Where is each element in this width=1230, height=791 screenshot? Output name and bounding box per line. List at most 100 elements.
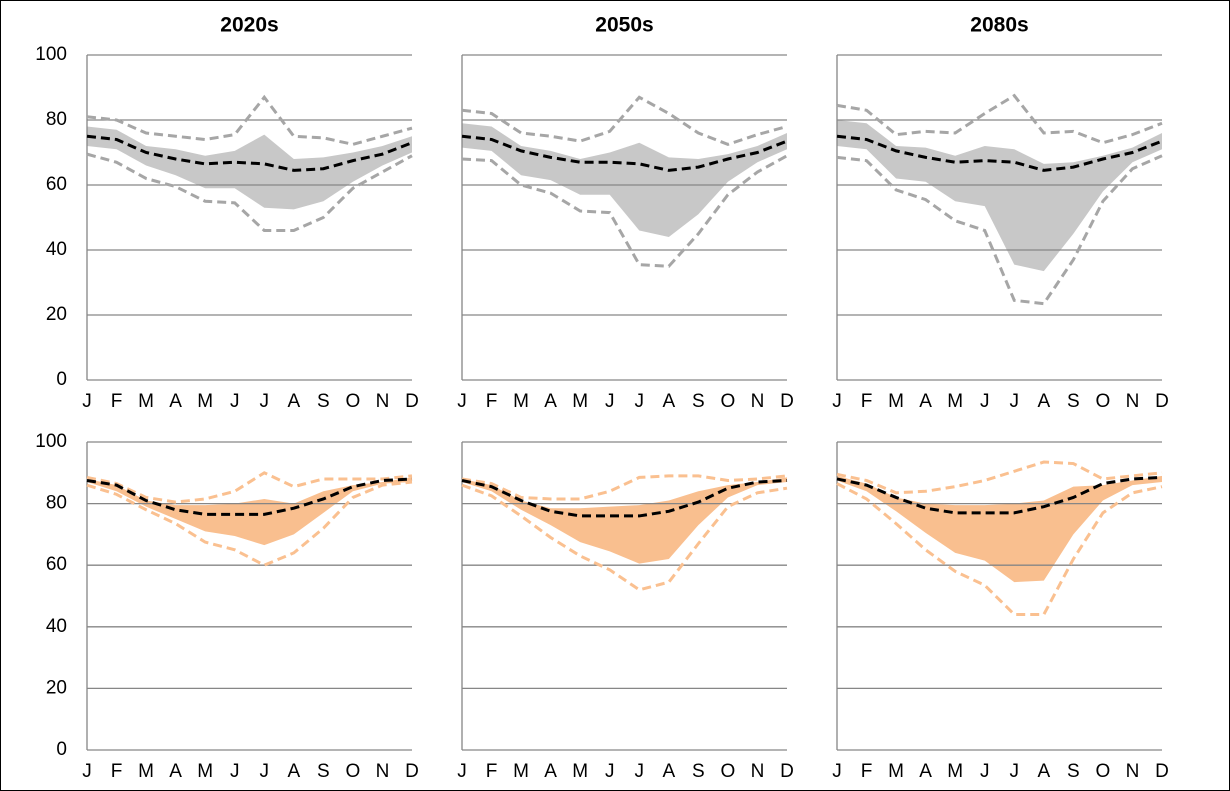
y-tick-label: 20 [46, 677, 67, 698]
series-line [836, 134, 1163, 172]
series-line [461, 479, 788, 518]
x-tick-label: J [980, 761, 990, 782]
x-tick-label: N [1126, 761, 1140, 782]
x-tick-label: O [721, 391, 736, 412]
panel-title: 2050s [595, 14, 653, 37]
x-tick-label: D [405, 391, 419, 412]
x-tick-label: M [572, 761, 588, 782]
series-line [86, 477, 413, 516]
x-tick-label: F [111, 761, 123, 782]
x-tick-label: A [544, 391, 557, 412]
series-line [461, 134, 788, 172]
x-tick-label: J [635, 391, 645, 412]
x-tick-label: O [346, 391, 361, 412]
y-tick-label: 40 [46, 239, 67, 260]
x-tick-label: S [692, 761, 705, 782]
x-tick-label: M [197, 761, 213, 782]
x-tick-label: M [513, 391, 529, 412]
x-tick-label: J [832, 391, 842, 412]
x-tick-label: J [1010, 761, 1020, 782]
y-tick-label: 100 [35, 431, 67, 452]
y-tick-label: 80 [46, 109, 67, 130]
series-line [461, 154, 788, 268]
x-tick-label: M [138, 761, 154, 782]
range-band [837, 120, 1162, 272]
x-tick-label: S [1067, 761, 1080, 782]
x-tick-label: N [751, 391, 765, 412]
series-line [836, 482, 1163, 616]
series-line [836, 154, 1163, 306]
x-tick-label: D [780, 391, 794, 412]
series-line [86, 134, 413, 172]
x-tick-label: M [197, 391, 213, 412]
x-tick-label: J [260, 761, 270, 782]
x-tick-label: F [861, 391, 873, 412]
y-tick-label: 60 [46, 554, 67, 575]
x-tick-label: F [111, 391, 123, 412]
x-tick-label: S [317, 761, 330, 782]
x-tick-label: J [605, 391, 615, 412]
range-band [837, 475, 1162, 583]
x-tick-label: A [1037, 391, 1050, 412]
x-tick-label: J [457, 391, 467, 412]
y-tick-label: 80 [46, 493, 67, 514]
y-tick-label: 0 [56, 739, 67, 760]
series-line [461, 95, 788, 146]
range-band [462, 123, 787, 237]
panel-title: 2080s [970, 14, 1028, 37]
x-tick-label: J [635, 761, 645, 782]
x-tick-label: S [692, 391, 705, 412]
x-tick-label: F [486, 761, 498, 782]
x-tick-label: J [980, 391, 990, 412]
x-tick-label: M [888, 761, 904, 782]
x-tick-label: M [888, 391, 904, 412]
y-tick-label: 40 [46, 616, 67, 637]
x-tick-label: N [376, 761, 390, 782]
x-tick-label: A [169, 391, 182, 412]
x-tick-label: M [513, 761, 529, 782]
y-tick-label: 20 [46, 304, 67, 325]
x-tick-label: A [544, 761, 557, 782]
x-tick-label: J [230, 761, 240, 782]
x-tick-label: A [662, 761, 675, 782]
x-tick-label: J [82, 761, 92, 782]
x-tick-label: F [861, 761, 873, 782]
x-tick-label: D [780, 761, 794, 782]
series-line [86, 152, 413, 232]
x-tick-label: D [405, 761, 419, 782]
x-tick-label: J [82, 391, 92, 412]
x-tick-label: J [230, 391, 240, 412]
series-line [836, 460, 1163, 495]
x-tick-label: M [138, 391, 154, 412]
x-tick-label: F [486, 391, 498, 412]
x-tick-label: M [947, 391, 963, 412]
series-line [461, 474, 788, 501]
series-line [86, 94, 413, 146]
x-tick-label: O [1096, 391, 1111, 412]
x-tick-label: M [947, 761, 963, 782]
x-tick-label: N [1126, 391, 1140, 412]
x-tick-label: D [1155, 761, 1169, 782]
x-tick-label: S [317, 391, 330, 412]
x-tick-label: A [919, 761, 932, 782]
y-tick-label: 0 [56, 369, 67, 390]
x-tick-label: S [1067, 391, 1080, 412]
x-tick-label: O [346, 761, 361, 782]
x-tick-label: J [457, 761, 467, 782]
x-tick-label: O [721, 761, 736, 782]
x-tick-label: A [287, 391, 300, 412]
x-tick-label: A [287, 761, 300, 782]
panel-title: 2020s [220, 14, 278, 37]
series-line [86, 471, 413, 504]
series-line [836, 475, 1163, 515]
x-tick-label: N [376, 391, 390, 412]
x-tick-label: M [572, 391, 588, 412]
range-band [87, 126, 412, 210]
x-tick-label: J [605, 761, 615, 782]
y-tick-label: 100 [35, 44, 67, 65]
series-line [86, 480, 413, 567]
x-tick-label: J [1010, 391, 1020, 412]
x-tick-label: A [1037, 761, 1050, 782]
